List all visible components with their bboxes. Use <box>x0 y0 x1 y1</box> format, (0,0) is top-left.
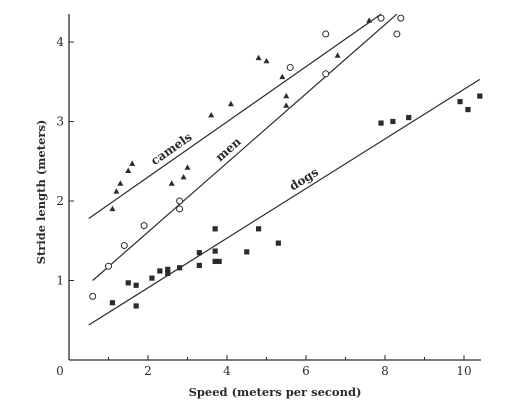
fit-line-dogs <box>88 78 481 326</box>
camels-point <box>117 180 124 186</box>
x-tick-label: 10 <box>456 364 471 378</box>
x-axis-label: Speed (meters per second) <box>189 385 362 399</box>
camels-point <box>334 52 341 58</box>
dogs-point <box>133 282 139 288</box>
dogs-point <box>157 268 163 274</box>
camels-point <box>283 102 290 108</box>
dogs-point <box>125 280 131 286</box>
camels-point <box>125 167 132 173</box>
camels-point <box>113 188 120 194</box>
dogs-point <box>196 250 202 256</box>
dogs-point <box>212 248 218 254</box>
men-point <box>377 14 385 22</box>
men-point <box>105 262 112 270</box>
y-axis-label: Stride length (meters) <box>34 120 48 265</box>
men-point <box>120 242 128 250</box>
camels-point <box>129 160 136 166</box>
camels-point <box>208 111 215 118</box>
men-point <box>89 292 97 300</box>
fit-line-men <box>92 13 398 281</box>
y-tick-label: 4 <box>56 35 64 49</box>
dogs-point <box>109 300 116 306</box>
men-point <box>140 222 148 230</box>
dogs-point <box>244 249 250 255</box>
dogs-point <box>256 226 262 232</box>
dogs-point <box>216 258 222 265</box>
x-tick-label: 8 <box>381 364 389 378</box>
dogs-point <box>457 99 463 105</box>
dogs-point <box>275 240 281 246</box>
camels-point <box>168 180 175 186</box>
fit-lines <box>88 13 481 326</box>
camels-point <box>227 100 234 107</box>
men-point <box>397 14 405 22</box>
dogs-point <box>165 266 171 272</box>
x-tick-label: 2 <box>144 364 152 378</box>
men-point <box>176 197 184 205</box>
dogs-point <box>196 262 202 268</box>
dogs-point <box>477 93 483 99</box>
fit-line-camels <box>88 13 382 219</box>
x-tick-label: 0 <box>56 364 64 378</box>
camels-point <box>283 92 290 99</box>
y-tick-label: 3 <box>56 115 64 129</box>
men-point <box>393 30 401 38</box>
men-point <box>176 205 184 213</box>
camels-point <box>366 17 373 23</box>
dogs-point <box>406 114 412 121</box>
data-points <box>89 14 483 309</box>
y-tick-label: 1 <box>56 274 64 288</box>
dogs-point <box>465 106 471 113</box>
men-point <box>322 70 330 78</box>
camels-point <box>255 54 262 61</box>
camels-point <box>109 205 116 212</box>
camels-point <box>180 173 187 180</box>
dogs-point <box>390 118 396 125</box>
x-tick-label: 4 <box>223 364 231 378</box>
series-label-men: men <box>213 134 244 164</box>
dogs-point <box>212 226 218 232</box>
y-tick-label: 2 <box>56 194 64 208</box>
camels-point <box>263 57 270 64</box>
dogs-point <box>149 275 155 281</box>
dogs-point <box>133 303 139 309</box>
camels-point <box>184 164 191 170</box>
men-point <box>322 30 330 38</box>
men-point <box>286 63 294 71</box>
camels-point <box>279 73 286 80</box>
dogs-point <box>177 265 183 271</box>
dogs-point <box>212 258 218 265</box>
dogs-point <box>165 270 171 276</box>
dogs-point <box>378 120 384 126</box>
x-tick-label: 6 <box>302 364 310 378</box>
